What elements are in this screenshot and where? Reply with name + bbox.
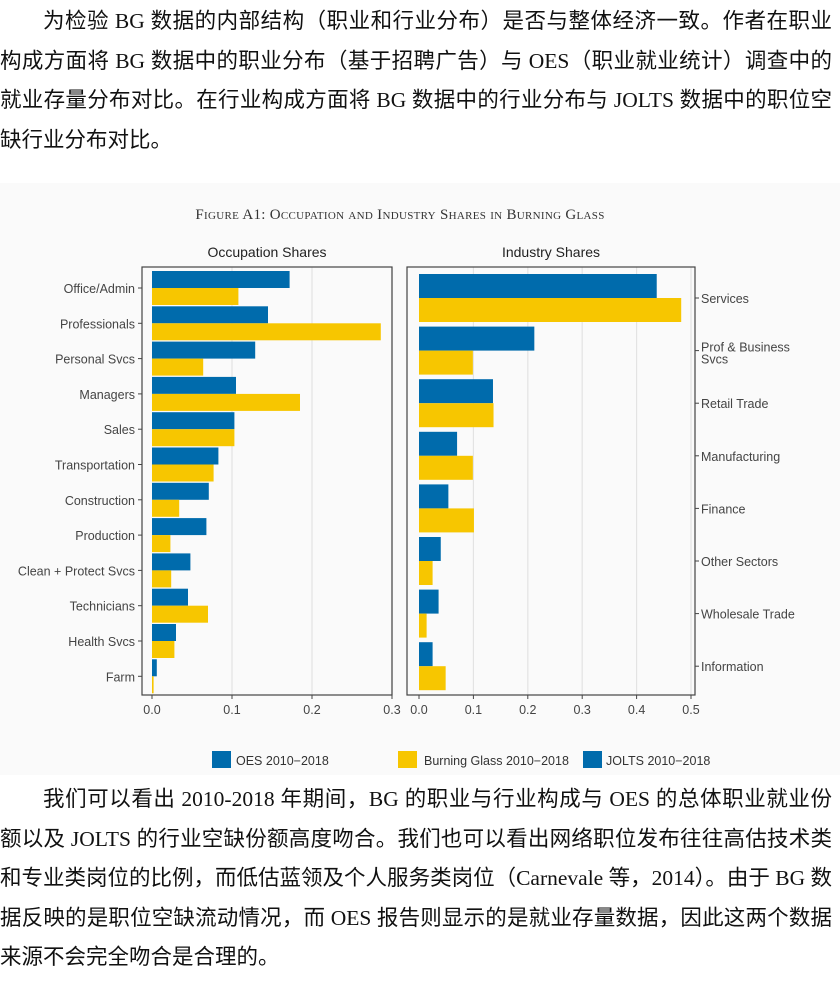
x-tick-label: 0.4 xyxy=(628,703,645,717)
bar-yellow xyxy=(419,666,446,691)
bar-blue xyxy=(419,431,458,456)
legend-label: Burning Glass 2010−2018 xyxy=(424,754,569,768)
category-label: Professionals xyxy=(60,317,135,331)
bar-yellow xyxy=(419,508,474,533)
bar-yellow xyxy=(152,429,235,447)
category-label: Managers xyxy=(79,388,135,402)
legend-label: OES 2010−2018 xyxy=(236,754,329,768)
bar-blue xyxy=(152,624,176,641)
bar-yellow xyxy=(152,570,172,588)
legend: OES 2010−2018 Burning Glass 2010−2018 JOLT… xyxy=(212,751,710,768)
figure-chart: Figure A1: Occupation and Industry Share… xyxy=(18,207,795,768)
bar-yellow xyxy=(152,676,154,694)
category-label: Manufacturing xyxy=(701,450,780,464)
panel-title: Occupation Shares xyxy=(207,244,326,260)
conclusion-paragraph: 我们可以看出 2010-2018 年期间，BG 的职业与行业构成与 OES 的总… xyxy=(0,787,832,969)
bar-blue xyxy=(419,642,433,667)
figure-title: Figure A1: Occupation and Industry Share… xyxy=(195,207,604,223)
bar-blue xyxy=(152,306,268,324)
bar-yellow xyxy=(419,403,494,428)
bar-blue xyxy=(419,537,441,561)
figure-a1: Figure A1: Occupation and Industry Share… xyxy=(0,183,840,775)
x-tick-label: 0.2 xyxy=(303,703,320,717)
category-label: Prof & Business Svcs xyxy=(701,341,790,367)
category-label: Sales xyxy=(104,423,135,437)
bar-yellow xyxy=(419,298,682,322)
x-tick-label: 0.3 xyxy=(574,703,591,717)
category-label: Farm xyxy=(106,670,135,684)
category-label: Finance xyxy=(701,502,746,516)
category-label: Retail Trade xyxy=(701,397,768,411)
bar-blue xyxy=(152,588,188,606)
plot-frame xyxy=(406,266,696,696)
bar-yellow xyxy=(152,605,208,623)
x-tick-label: 0.3 xyxy=(383,703,400,717)
x-tick-label: 0.2 xyxy=(519,703,536,717)
bar-yellow xyxy=(152,323,381,341)
bar-yellow xyxy=(152,393,300,411)
category-label: Technicians xyxy=(70,600,135,614)
category-label: Information xyxy=(701,660,764,674)
bar-blue xyxy=(419,274,657,298)
bar-yellow xyxy=(152,641,175,658)
category-label: Health Svcs xyxy=(68,635,135,649)
intro-paragraph: 为检验 BG 数据的内部结构（职业和行业分布）是否与整体经济一致。作者在职业构成… xyxy=(0,9,832,152)
legend-swatch xyxy=(398,751,417,768)
bar-yellow xyxy=(152,499,180,517)
category-label: Transportation xyxy=(55,459,135,473)
bar-yellow xyxy=(419,613,427,638)
bar-yellow xyxy=(419,455,473,480)
bar-yellow xyxy=(152,464,214,482)
x-tick-label: 0.1 xyxy=(465,703,482,717)
bar-blue xyxy=(152,482,209,500)
category-label: Wholesale Trade xyxy=(701,608,795,622)
category-label: Production xyxy=(75,529,135,543)
category-label: Clean + Protect Svcs xyxy=(18,564,135,578)
panel-occupation: Occupation Shares 0.0 0.1 0.2 0.3 Office/Admi… xyxy=(18,244,401,717)
legend-swatch xyxy=(212,751,231,768)
bar-yellow xyxy=(419,561,433,585)
x-tick-label: 0.0 xyxy=(143,703,160,717)
bar-blue xyxy=(152,412,235,430)
category-label: Other Sectors xyxy=(701,555,778,569)
x-tick-label: 0.1 xyxy=(223,703,240,717)
panel-industry: Industry Shares 0.0 0.1 0.2 0.3 0.4 0.5 Service… xyxy=(406,244,795,717)
bar-blue xyxy=(419,589,439,614)
bar-blue xyxy=(152,447,219,465)
bar-yellow xyxy=(152,535,171,553)
bar-yellow xyxy=(152,288,239,305)
bar-blue xyxy=(152,553,191,571)
bar-blue xyxy=(419,379,493,404)
legend-swatch xyxy=(583,751,602,768)
bar-yellow xyxy=(419,350,473,375)
bar-blue xyxy=(419,326,535,351)
bar-blue xyxy=(152,271,290,288)
bar-blue xyxy=(152,659,157,677)
panel-title: Industry Shares xyxy=(502,244,600,260)
category-label: Construction xyxy=(65,494,135,508)
category-label: Personal Svcs xyxy=(55,353,135,367)
category-label: Office/Admin xyxy=(64,282,135,296)
plot-frame xyxy=(141,266,393,696)
bar-yellow xyxy=(152,358,204,376)
bar-blue xyxy=(419,484,449,509)
bar-blue xyxy=(152,518,207,536)
category-label: Services xyxy=(701,292,749,306)
x-tick-label: 0.5 xyxy=(682,703,699,717)
legend-label: JOLTS 2010−2018 xyxy=(606,754,710,768)
bar-blue xyxy=(152,341,256,359)
x-tick-label: 0.0 xyxy=(410,703,427,717)
bar-blue xyxy=(152,376,236,394)
